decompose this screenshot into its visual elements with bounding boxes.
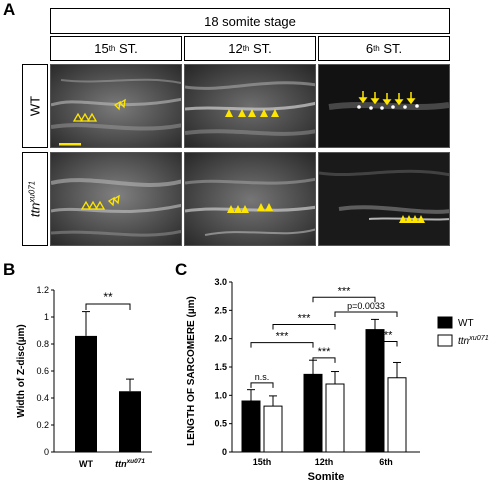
significance-bracket	[250, 342, 314, 348]
micrograph-ttn-15th	[50, 152, 182, 246]
legend-swatch	[437, 334, 453, 347]
bar	[325, 383, 345, 453]
bar	[303, 373, 323, 453]
significance-label: ***	[380, 330, 394, 342]
y-tick-label: 0.2	[36, 420, 49, 430]
y-tick-label: 1	[44, 312, 49, 322]
y-axis-label: Width of Z-disc(µm)	[16, 324, 27, 417]
significance-bracket	[374, 341, 398, 347]
micrograph-wt-6th	[318, 64, 450, 148]
micrograph-wt-6th-image	[319, 65, 449, 147]
y-tick-label: 2.0	[214, 334, 227, 344]
row-label-wt: WT	[22, 64, 48, 148]
significance-label: p=0.0033	[347, 301, 385, 311]
micrograph-ttn-6th	[318, 152, 450, 246]
bar	[75, 335, 97, 452]
y-tick-label: 1.5	[214, 362, 227, 372]
y-tick-label: 2.5	[214, 305, 227, 315]
significance-bracket	[312, 296, 376, 303]
x-tick-label: 12th	[315, 457, 334, 467]
legend-swatch	[437, 316, 453, 329]
micrograph-ttn-15th-image	[51, 153, 181, 245]
significance-label: **	[103, 290, 113, 304]
y-tick-label: 1.2	[36, 285, 49, 295]
micrograph-ttn-12th-image	[185, 153, 315, 245]
bar	[263, 405, 283, 453]
row-label-ttn: ttnxu071	[22, 152, 48, 246]
y-tick-label: 0	[44, 447, 49, 457]
y-tick-label: 0.8	[36, 339, 49, 349]
bar	[119, 391, 141, 452]
micrograph-wt-12th-image	[185, 65, 315, 147]
y-tick-label: 0.6	[36, 366, 49, 376]
significance-bracket	[250, 382, 274, 388]
x-tick-label: 15th	[253, 457, 272, 467]
significance-bracket	[334, 311, 398, 318]
scale-bar	[59, 143, 81, 146]
x-tick-label: WT	[79, 459, 93, 469]
y-tick-label: 0	[222, 447, 227, 457]
x-tick-label: 6th	[379, 457, 393, 467]
panel-label-b: B	[3, 260, 16, 279]
micrograph-ttn-6th-image	[319, 153, 449, 245]
chart-b: 0 0.2 0.4 0.6 0.8 1 1.2 Width of Z-disc(µm) WT tt…	[16, 285, 152, 469]
y-axis-label: LENGTH OF SARCOMERE (µm)	[186, 296, 197, 446]
x-axis-label: Somite	[308, 471, 345, 483]
significance-bracket	[85, 303, 131, 310]
micrograph-wt-15th	[50, 64, 182, 148]
y-tick-label: 0.4	[36, 393, 49, 403]
micrograph-ttn-12th	[184, 152, 316, 246]
legend-label: ttnxu071	[458, 333, 489, 347]
legend-label: WT	[458, 318, 474, 329]
y-tick-label: 1.0	[214, 390, 227, 400]
micrograph-wt-15th-image	[51, 65, 181, 147]
significance-label: ***	[318, 346, 332, 358]
bar	[387, 377, 407, 453]
arrowhead-group	[72, 98, 126, 122]
significance-bracket	[272, 324, 336, 330]
stage-header: 18 somite stage	[50, 8, 450, 34]
micrograph-wt-12th	[184, 64, 316, 148]
y-tick-label: 0.5	[214, 419, 227, 429]
significance-label: n.s.	[255, 372, 270, 382]
significance-bracket	[312, 357, 336, 363]
panel-label-c: C	[175, 260, 188, 279]
significance-label: ***	[338, 285, 352, 297]
bar	[241, 400, 261, 453]
panel-label-a: A	[3, 0, 16, 19]
significance-label: ***	[298, 313, 312, 325]
significance-label: ***	[276, 331, 290, 343]
bar	[365, 329, 385, 453]
stage-label: 18 somite stage	[204, 13, 296, 29]
x-tick-label: ttnxu071	[115, 458, 145, 469]
y-tick-label: 3.0	[214, 277, 227, 287]
chart-c: 0 0.5 1.0 1.5 2.0 2.5 3.0 LENGTH OF SARCOMERE (…	[186, 277, 489, 483]
